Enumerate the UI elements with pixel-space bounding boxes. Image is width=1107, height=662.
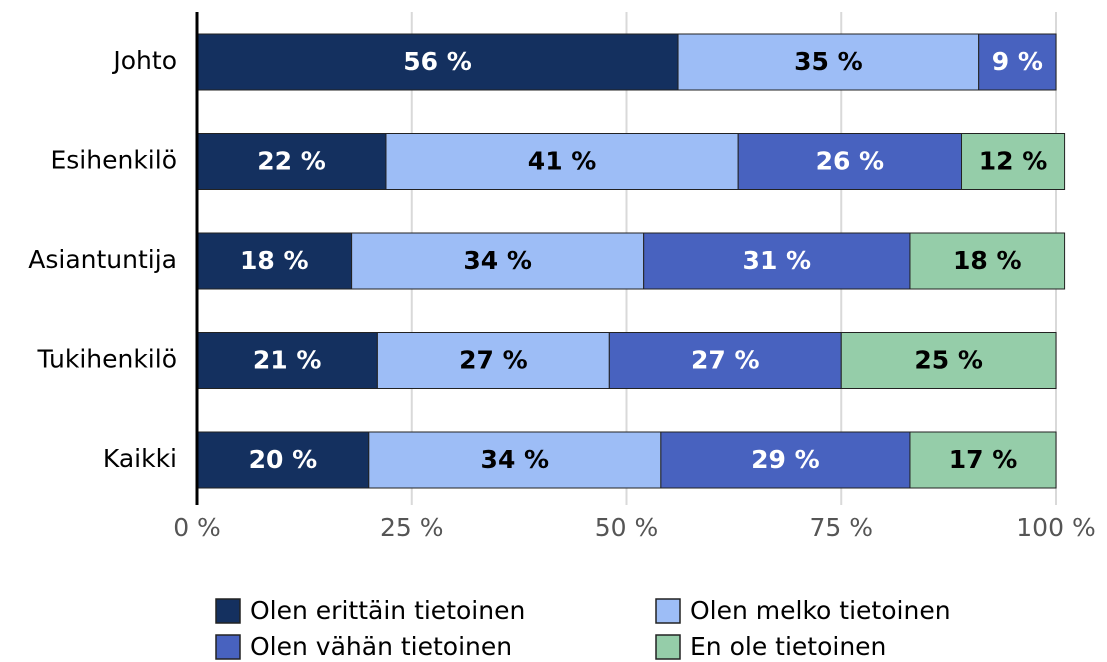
data-label: 18 %: [240, 246, 309, 275]
bar-segment: [196, 332, 378, 389]
legend-label: Olen vähän tietoinen: [250, 632, 512, 661]
legend-label: Olen melko tietoinen: [690, 596, 951, 625]
data-label: 34 %: [481, 445, 550, 474]
y-tick-label: Johto: [111, 46, 177, 75]
bar-segment: [840, 332, 1057, 389]
x-tick-label: 0 %: [173, 513, 221, 542]
y-tick-label: Esihenkilö: [50, 146, 177, 175]
legend-swatch: [215, 634, 241, 660]
data-label: 17 %: [949, 445, 1018, 474]
bar-segment: [196, 133, 387, 190]
legend-swatch: [215, 598, 241, 624]
data-label: 56 %: [403, 47, 472, 76]
legend-label: Olen erittäin tietoinen: [250, 596, 525, 625]
bar-segment: [978, 33, 1057, 91]
data-label: 12 %: [979, 147, 1048, 176]
y-tick-label: Tukihenkilö: [37, 345, 177, 374]
data-label: 34 %: [463, 246, 532, 275]
y-tick-label: Asiantuntija: [28, 245, 177, 274]
data-label: 26 %: [816, 147, 885, 176]
data-label: 27 %: [691, 346, 760, 375]
data-label: 35 %: [794, 47, 863, 76]
bar-segment: [643, 232, 911, 290]
bar-segment: [385, 133, 739, 190]
data-label: 21 %: [253, 346, 322, 375]
data-label: 20 %: [249, 445, 318, 474]
bar-segment: [909, 232, 1066, 290]
x-tick-label: 75 %: [809, 513, 873, 542]
y-tick-label: Kaikki: [103, 444, 177, 473]
bar-segment: [961, 133, 1066, 190]
data-label: 29 %: [751, 445, 820, 474]
x-tick-label: 25 %: [380, 513, 444, 542]
bar-segment: [909, 431, 1057, 489]
x-tick-label: 50 %: [595, 513, 659, 542]
x-tick-label: 100 %: [1016, 513, 1095, 542]
legend-swatch: [655, 598, 681, 624]
bar-segment: [196, 431, 370, 489]
bar-segment: [677, 33, 980, 91]
data-label: 25 %: [914, 346, 983, 375]
legend-swatch: [655, 634, 681, 660]
data-label: 22 %: [257, 147, 326, 176]
data-label: 31 %: [743, 246, 812, 275]
bar-segment: [376, 332, 610, 389]
data-label: 27 %: [459, 346, 528, 375]
bar-segment: [196, 33, 679, 91]
data-label: 18 %: [953, 246, 1022, 275]
bar-segment: [608, 332, 842, 389]
bar-segment: [737, 133, 963, 190]
bar-segment: [351, 232, 645, 290]
bar-segment: [660, 431, 911, 489]
data-label: 41 %: [528, 147, 597, 176]
legend-label: En ole tietoinen: [690, 632, 886, 661]
data-label: 9 %: [992, 47, 1043, 76]
